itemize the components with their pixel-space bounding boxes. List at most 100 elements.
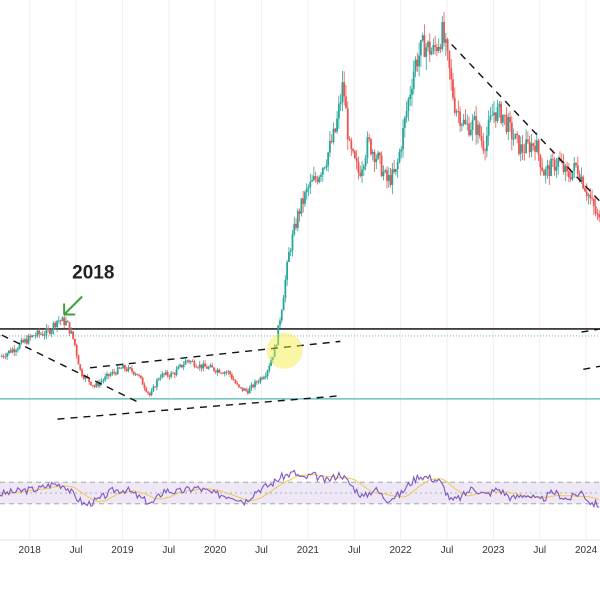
candle-body: [273, 346, 276, 358]
candle-body: [74, 338, 76, 345]
candle-body: [452, 79, 454, 98]
candle-body: [510, 122, 513, 140]
candle-body: [592, 198, 595, 207]
candle-body: [232, 378, 235, 381]
candle-body: [353, 151, 356, 159]
candle-body: [555, 166, 558, 171]
candle-body: [487, 119, 490, 136]
candle-body: [478, 124, 481, 137]
candle-body: [587, 194, 590, 196]
candle-body: [57, 320, 60, 322]
candle-body: [509, 117, 511, 123]
candle-body: [535, 140, 538, 152]
candle-body: [355, 158, 358, 162]
candle-body: [36, 330, 39, 336]
candle-body: [305, 188, 308, 193]
candle-body: [557, 158, 560, 167]
candle-body: [521, 144, 524, 153]
candle-body: [27, 335, 30, 344]
candle-body: [541, 167, 544, 171]
candle-body: [156, 379, 158, 388]
candle-body: [268, 365, 271, 371]
candle-body: [573, 162, 576, 172]
candle-body: [6, 353, 9, 357]
candle-body: [459, 111, 462, 126]
candle-body: [91, 385, 94, 386]
candle-body: [211, 365, 214, 368]
time-axis-tick-label: Jul: [162, 545, 175, 556]
candle-body: [18, 343, 21, 349]
candle-body: [475, 116, 478, 135]
candle-body: [500, 103, 503, 123]
candle-body: [596, 213, 599, 215]
candle-body: [494, 112, 497, 121]
candle-body: [218, 369, 221, 373]
candle-body: [419, 40, 422, 56]
candle-body: [271, 357, 274, 360]
candle-body: [0, 355, 3, 357]
candle-body: [589, 194, 592, 199]
rsi-line: [0, 469, 600, 509]
candle-body: [468, 123, 470, 136]
candle-body: [246, 390, 249, 394]
right-edge-lower-trendline: [583, 365, 600, 371]
candle-body: [484, 150, 486, 152]
candle-body: [254, 381, 256, 387]
candle-body: [425, 47, 428, 57]
candle-body: [323, 167, 326, 169]
candle-body: [225, 372, 228, 373]
candle-body: [152, 386, 155, 391]
time-axis-tick-label: Jul: [441, 545, 454, 556]
candle-body: [288, 252, 290, 262]
candle-body: [184, 361, 187, 365]
candle-body: [411, 88, 413, 95]
candle-body: [444, 39, 447, 43]
candle-body: [523, 152, 526, 154]
candle-body: [295, 223, 297, 228]
candle-body: [480, 136, 483, 141]
candle-body: [395, 169, 397, 172]
candle-body: [450, 68, 453, 80]
candle-body: [516, 133, 519, 136]
candle-body: [591, 198, 593, 199]
candle-body: [40, 334, 42, 335]
candle-body: [270, 359, 272, 366]
candle-body: [493, 112, 495, 116]
candle-body: [530, 143, 533, 153]
candle-body: [22, 339, 25, 343]
candle-body: [304, 192, 306, 204]
candle-body: [311, 180, 313, 182]
candle-body: [189, 361, 192, 363]
candle-body: [161, 373, 164, 378]
candle-body: [166, 372, 169, 376]
candle-body: [77, 355, 80, 365]
candle-body: [65, 321, 67, 326]
candle-body: [72, 331, 75, 339]
candle-body: [562, 162, 565, 172]
candle-body: [343, 82, 346, 97]
candle-body: [567, 171, 570, 178]
candle-body: [505, 114, 508, 132]
candle-body: [396, 161, 399, 170]
candle-body: [16, 348, 19, 351]
candle-body: [82, 376, 85, 379]
candle-body: [507, 117, 510, 132]
candle-body: [159, 377, 162, 379]
candle-body: [348, 139, 351, 141]
candle-body: [544, 169, 547, 176]
trendlines-layer: [1, 43, 600, 420]
annotation-layer: 2018: [63, 263, 114, 316]
candle-body: [526, 139, 529, 142]
candle-body: [198, 364, 201, 368]
candle-body: [223, 372, 226, 374]
candle-body: [66, 321, 69, 323]
candle-body: [469, 129, 472, 136]
candle-body: [41, 334, 44, 336]
candle-body: [402, 127, 404, 150]
candle-body: [209, 365, 212, 368]
candle-body: [95, 382, 98, 387]
candle-body: [138, 375, 141, 376]
candle-body: [403, 117, 406, 128]
candle-body: [84, 375, 87, 379]
